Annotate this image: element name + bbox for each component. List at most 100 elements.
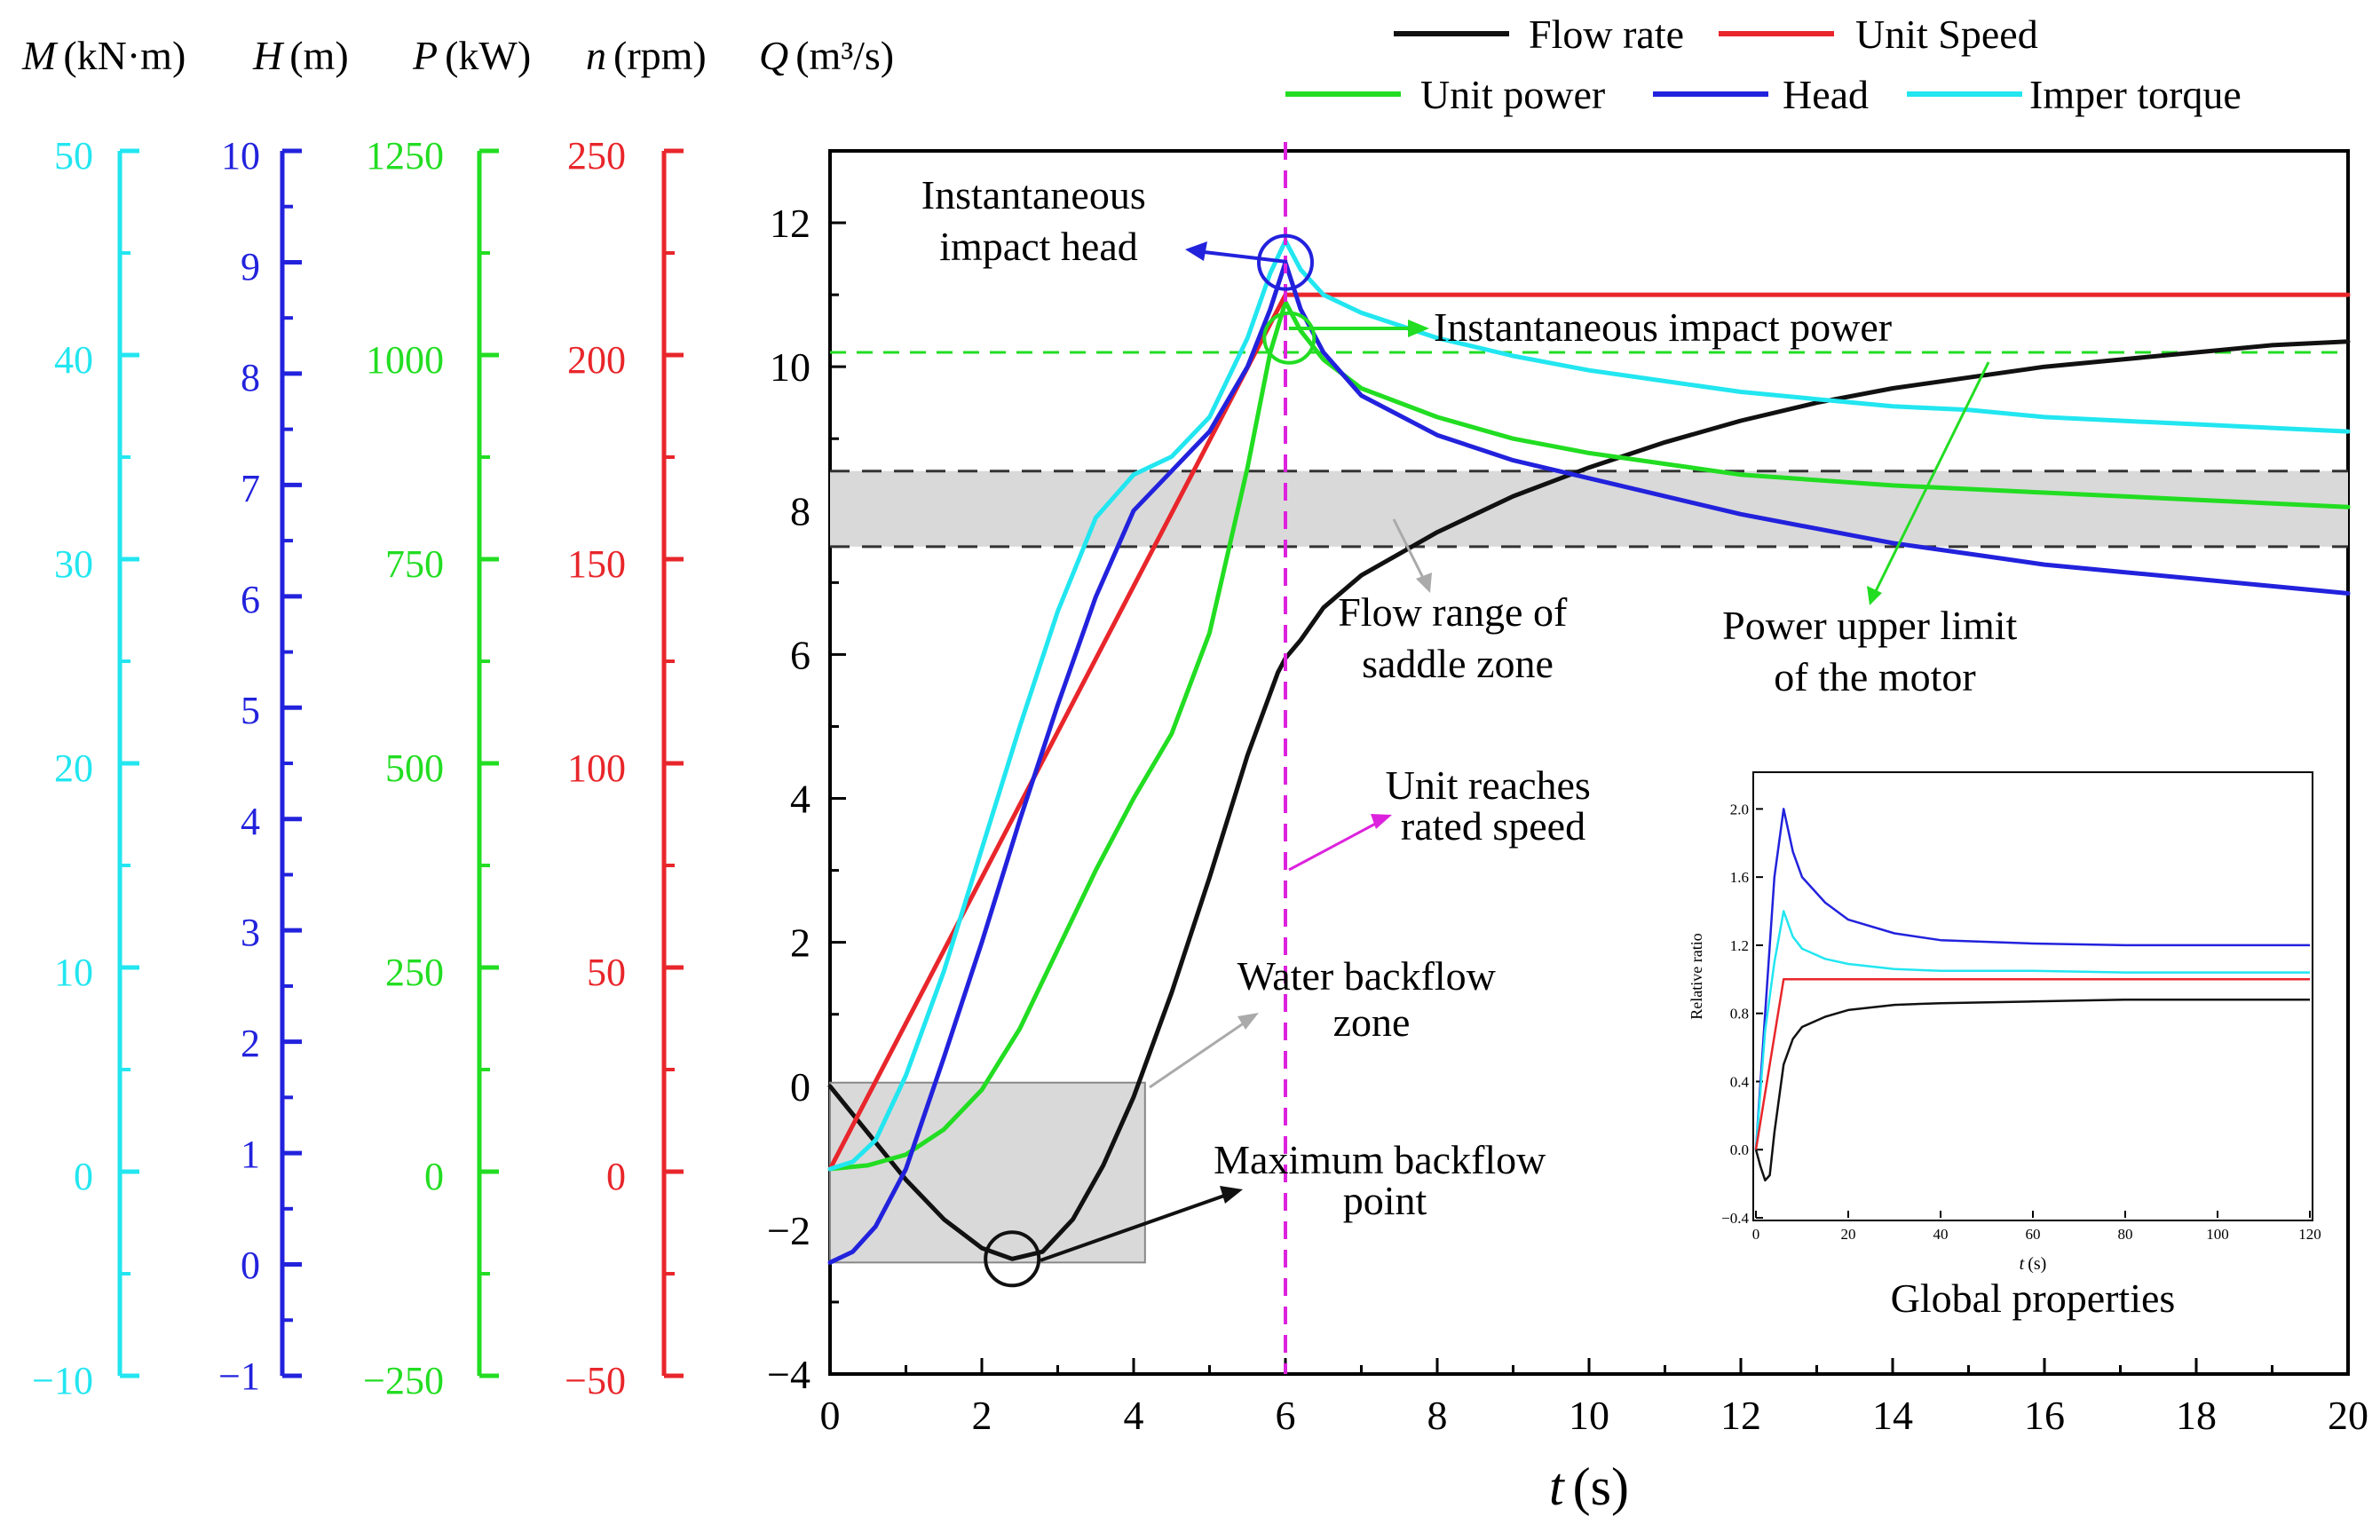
inset-x-tick-label: 60 (2026, 1226, 2041, 1243)
series-speed-line (827, 292, 2351, 1172)
main-x-tick-label: 14 (1872, 1393, 1913, 1438)
inset-frame (1752, 771, 2313, 1221)
inset-chart: 0 20 40 60 80 100 120 −0.4 0.0 0.4 0.8 1.2 1.6 2.0 Re… (1688, 771, 2321, 1321)
arrow-head-rated-speed (1371, 814, 1392, 829)
arrow-max-backflow (1040, 1192, 1230, 1262)
speed-axis-tick-label: 100 (567, 746, 626, 790)
legend-label-head: Head (1783, 72, 1869, 117)
inset-y-tick-label: 1.6 (1730, 869, 1749, 886)
main-x-tick-label: 6 (1276, 1393, 1296, 1438)
torque-axis-tick-label: −10 (32, 1359, 93, 1402)
main-x-tick-label: 0 (820, 1393, 841, 1438)
inset-x-tick-label: 120 (2298, 1226, 2321, 1243)
main-series-layer (827, 238, 2351, 1265)
torque-axis-tick-label: 50 (54, 134, 93, 178)
inset-x-tick-label: 100 (2206, 1226, 2229, 1243)
torque-axis-tick-label: 20 (54, 746, 93, 790)
torque-axis-tick-label: 40 (54, 338, 93, 382)
head-axis-tick-label: 2 (241, 1022, 260, 1065)
head-axis-tick-label: 3 (241, 911, 260, 954)
inset-axes: 0 20 40 60 80 100 120 −0.4 0.0 0.4 0.8 1.2 1.6 2.0 (1721, 801, 2321, 1243)
torque-axis-tick-label: 30 (54, 542, 93, 586)
main-y-tick-label: 2 (790, 920, 810, 966)
inset-series-speed-line (1754, 978, 2310, 1150)
power-axis-tick-label: 250 (385, 951, 444, 994)
power-axis-tick-label: −250 (363, 1359, 444, 1402)
legend: Flow rate Unit Speed Unit power Head Imp… (1285, 12, 2242, 117)
arrow-head-impact-head (1185, 241, 1207, 261)
arrow-backflow-zone (1149, 1019, 1248, 1089)
inset-series-flow-line (1754, 999, 2310, 1182)
main-x-tick-label: 4 (1124, 1393, 1144, 1438)
main-x-tick-label: 8 (1427, 1393, 1448, 1438)
main-y-tick-label: 8 (790, 488, 810, 533)
main-y-tick-label: 0 (790, 1064, 810, 1110)
inset-y-tick-label: 1.2 (1730, 937, 1749, 954)
main-x-tick-label: 2 (972, 1393, 992, 1438)
secondary-axes: 50 40 30 20 10 0 −10 10 9 8 7 6 5 4 3 2 … (32, 134, 684, 1402)
head-axis-tick-label: 5 (241, 689, 260, 732)
head-axis-tick-label: 9 (241, 245, 260, 288)
power-axis-tick-label: 750 (385, 542, 444, 586)
inset-y-tick-label: 0.8 (1730, 1006, 1749, 1023)
saddle-zone (830, 470, 2348, 547)
inset-y-tick-label: 0.0 (1730, 1141, 1749, 1158)
arrow-saddle (1392, 518, 1427, 582)
main-y-tick-label: −2 (767, 1208, 810, 1253)
annotation-saddle: Flow range of saddle zone (1338, 589, 1577, 686)
flow-axis-unit: Q (m³/s) (759, 33, 894, 78)
main-y-tick-label: 4 (790, 777, 810, 822)
speed-axis-tick-label: 50 (587, 951, 626, 994)
inset-y-tick-label: −0.4 (1721, 1210, 1749, 1227)
inset-xlabel: t (s) (2020, 1254, 2047, 1274)
arrow-power-limit (1873, 361, 1990, 594)
power-axis-unit: P (kW) (412, 33, 531, 78)
main-x-tick-label: 16 (2024, 1393, 2065, 1438)
head-axis-tick-label: −1 (218, 1354, 260, 1398)
inset-x-tick-label: 0 (1752, 1226, 1760, 1243)
legend-label-flow: Flow rate (1529, 12, 1684, 57)
legend-label-speed: Unit Speed (1855, 12, 2038, 57)
inset-y-tick-label: 0.4 (1730, 1073, 1750, 1090)
arrow-head-power-limit (1867, 586, 1882, 605)
torque-axis-tick-label: 0 (74, 1155, 93, 1198)
annotation-rated-speed: Unit reaches rated speed (1386, 762, 1601, 849)
head-axis-tick-label: 8 (241, 356, 260, 399)
inset-x-tick-label: 40 (1933, 1226, 1949, 1243)
annotation-impact-head: Instantaneous impact head (921, 172, 1156, 269)
series-power-line (827, 299, 2351, 1172)
speed-axis-tick-label: −50 (565, 1359, 626, 1402)
main-y-tick-label: 6 (790, 632, 810, 677)
power-axis-tick-label: 1250 (366, 134, 444, 178)
annotation-power-limit: Power upper limit of the motor (1722, 603, 2028, 699)
head-axis-tick-label: 7 (241, 467, 260, 510)
axis-unit-labels: M (kN·m) H (m) P (kW) n (rpm) Q (m³/s) (21, 33, 894, 78)
head-axis-unit: H (m) (252, 33, 349, 78)
speed-axis-unit: n (rpm) (586, 33, 707, 78)
annotation-max-backflow: Maximum backflow point (1214, 1137, 1556, 1223)
arrow-head-saddle (1416, 573, 1432, 593)
main-y-tick-label: 12 (770, 201, 810, 246)
arrow-rated-speed (1288, 819, 1381, 872)
inset-series-torque-line (1754, 910, 2310, 1150)
head-axis-tick-label: 1 (241, 1133, 260, 1176)
inset-y-tick-label: 2.0 (1730, 801, 1749, 817)
series-torque-line (827, 238, 2351, 1172)
main-axes: 0 2 4 6 8 10 12 14 16 18 20 −4 −2 0 2 4 6 8 10 12 (767, 149, 2368, 1438)
series-head-line (827, 260, 2351, 1265)
head-axis-tick-label: 0 (241, 1244, 260, 1287)
head-axis-tick-label: 4 (241, 800, 260, 843)
power-axis-tick-label: 0 (424, 1155, 444, 1198)
speed-axis-tick-label: 0 (606, 1155, 626, 1198)
annotation-backflow-zone: Water backflow zone (1237, 953, 1506, 1045)
torque-axis-tick-label: 10 (54, 951, 93, 994)
head-axis-tick-label: 6 (241, 578, 260, 621)
inset-x-tick-label: 80 (2118, 1226, 2133, 1243)
backflow-zone (829, 1081, 1146, 1264)
inset-series-head-line (1754, 808, 2310, 1150)
torque-axis-unit: M (kN·m) (21, 33, 186, 78)
head-axis-tick-label: 10 (221, 134, 260, 178)
impact-head-marker (1257, 233, 1314, 291)
annotations: Instantaneous impact head Instantaneous … (921, 172, 2028, 1262)
power-axis-tick-label: 500 (385, 746, 444, 790)
